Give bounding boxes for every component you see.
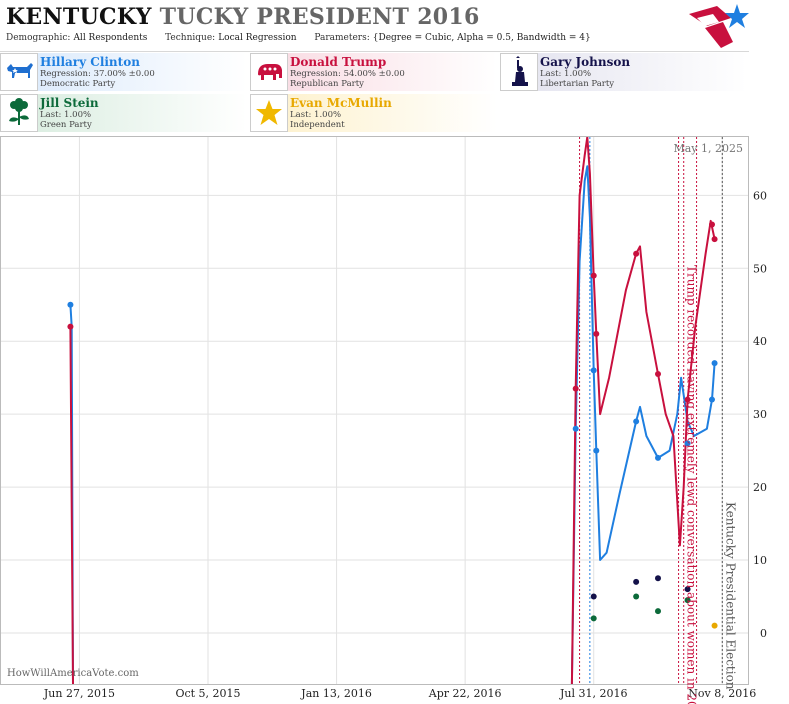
candidate-name: Donald Trump [290,55,387,69]
technique-label: Technique: [165,33,216,43]
elephant-icon [250,53,288,91]
y-tick-label: 50 [753,262,767,275]
y-tick-label: 0 [760,627,767,640]
candidate-party: Libertarian Party [540,79,615,89]
data-point [711,360,718,367]
candidate-stat: Last: 1.00% [540,69,592,79]
data-point [709,396,715,403]
x-tick-label: Jun 27, 2015 [43,687,115,700]
data-point [633,578,640,585]
event-label: Trump recorded having extremely lewd con… [685,265,699,704]
candidate-party: Democratic Party [40,79,116,89]
page-header: KENTUCKY TUCKY PRESIDENT 2016 Demographi… [0,0,749,52]
y-tick-label: 30 [753,408,767,421]
series-line [69,165,716,684]
candidate-name: Gary Johnson [540,55,631,69]
candidate-card-mcmullin[interactable]: Evan McMullin Last: 1.00% Independent [250,94,497,132]
plot-frame [0,136,749,685]
candidate-stat: Regression: 37.00% ±0.00 [40,69,155,79]
event-label: Kentucky Presidential Election [723,502,737,690]
top-date-label: May 1, 2025 [673,142,743,155]
data-point [711,236,718,243]
series-line [69,137,716,684]
title-state: KENTUCKY [6,4,152,30]
data-point [709,221,715,228]
parameters-value: {Degree = Cubic, Alpha = 0.5, Bandwidth … [372,33,591,43]
data-point [684,586,691,593]
data-point [684,597,691,604]
data-point [684,440,691,447]
statue-of-liberty-icon [500,53,538,91]
data-point [593,447,600,454]
data-point [67,301,74,308]
data-point [633,250,640,257]
x-tick-label: Apr 22, 2016 [428,687,502,700]
data-point [711,622,718,629]
title-rest: TUCKY PRESIDENT 2016 [159,4,480,30]
data-point [572,385,579,392]
y-tick-label: 40 [753,335,767,348]
candidate-stat: Regression: 54.00% ±0.00 [290,69,405,79]
data-point [590,615,597,622]
candidate-card-johnson[interactable]: Gary Johnson Last: 1.00% Libertarian Par… [500,53,747,91]
watermark: HowWillAmericaVote.com [7,668,139,679]
x-tick-label: Oct 5, 2015 [175,687,240,700]
data-point [684,396,691,403]
data-point [593,330,600,337]
y-tick-label: 20 [753,481,767,494]
demographic-value: All Respondents [73,33,148,43]
y-tick-label: 60 [753,189,767,202]
data-point [633,593,640,600]
data-point [655,454,661,461]
data-point [655,371,661,378]
candidate-party: Independent [290,120,345,130]
candidate-card-clinton[interactable]: Hillary Clinton Regression: 37.00% ±0.00… [0,53,247,91]
technique-value: Local Regression [218,33,297,43]
donkey-icon [0,53,38,91]
x-tick-label: Jul 31, 2016 [559,687,628,700]
site-logo-icon [689,4,749,48]
x-tick-label: Jan 13, 2016 [300,687,372,700]
candidate-card-stein[interactable]: Jill Stein Last: 1.00% Green Party [0,94,247,132]
data-point [633,418,640,425]
candidate-name: Jill Stein [40,96,99,110]
candidate-name: Hillary Clinton [40,55,140,69]
demographic-label: Demographic: [6,33,71,43]
candidate-party: Republican Party [290,79,364,89]
candidate-stat: Last: 1.00% [40,110,92,120]
data-point [590,367,597,374]
flower-icon [0,94,38,132]
parameters-line: Demographic: All Respondents Technique: Lo… [6,33,591,43]
data-point [572,425,579,432]
data-point [655,608,661,615]
candidate-stat: Last: 1.00% [290,110,342,120]
data-point [590,272,597,279]
candidate-name: Evan McMullin [290,96,392,110]
candidate-party: Green Party [40,120,92,130]
data-point [67,323,74,330]
star-icon [250,94,288,132]
y-tick-label: 10 [753,554,767,567]
data-point [655,575,661,582]
x-tick-label: Nov 8, 2016 [688,687,756,700]
candidate-card-trump[interactable]: Donald Trump Regression: 54.00% ±0.00 Re… [250,53,497,91]
data-point [590,593,597,600]
page-title: KENTUCKY TUCKY PRESIDENT 2016 [6,4,480,30]
parameters-label: Parameters: [314,33,370,43]
